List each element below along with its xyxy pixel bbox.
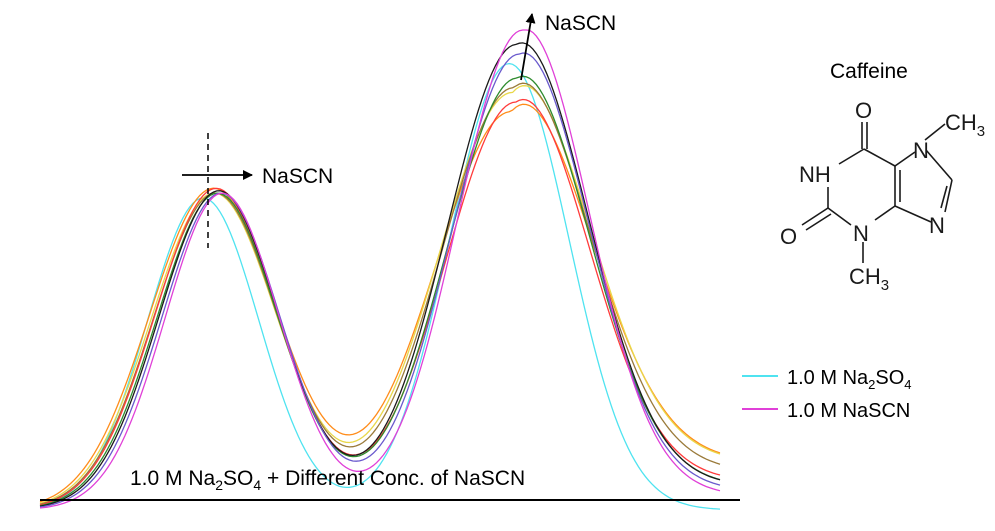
legend: 1.0 M Na2SO4 1.0 M NaSCN (742, 367, 912, 422)
atom-ch3-bottom: CH3 (849, 264, 889, 294)
atom-nh: NH (799, 162, 831, 187)
series-line-4 (39, 98, 721, 506)
atom-o-left: O (780, 224, 797, 249)
peak2-shift-arrow (520, 13, 536, 81)
atom-n-top-right: N (913, 138, 929, 163)
peak2-shift-label: NaSCN (545, 12, 616, 35)
chart-annotation: 1.0 M Na2SO4 + Different Conc. of NaSCN (130, 467, 525, 493)
series-line-7 (39, 52, 721, 508)
series-line-5 (39, 75, 721, 507)
series-line-3 (39, 82, 721, 505)
legend-label-nascn: 1.0 M NaSCN (787, 400, 910, 422)
series-line-2 (39, 85, 721, 505)
atom-o-top: O (855, 98, 872, 123)
chromatogram-chart: NaSCN NaSCN 1.0 M Na2SO4 + Different Con… (39, 12, 740, 510)
legend-item-na2so4: 1.0 M Na2SO4 (742, 367, 912, 392)
caffeine-structure: Caffeine O CH3 N NH O N N CH3 (780, 60, 985, 294)
atom-ch3-top: CH3 (945, 110, 985, 140)
legend-label-na2so4: 1.0 M Na2SO4 (787, 367, 912, 392)
peak1-shift-label: NaSCN (262, 165, 333, 188)
atom-n-bottom: N (853, 221, 869, 246)
molecule-title: Caffeine (830, 60, 908, 83)
series-line-8 (39, 29, 721, 509)
series-layer (39, 29, 721, 510)
legend-item-nascn: 1.0 M NaSCN (742, 400, 910, 422)
series-line-1 (39, 103, 721, 503)
atom-n-bottom-right: N (929, 213, 945, 238)
series-line-0 (39, 62, 721, 510)
